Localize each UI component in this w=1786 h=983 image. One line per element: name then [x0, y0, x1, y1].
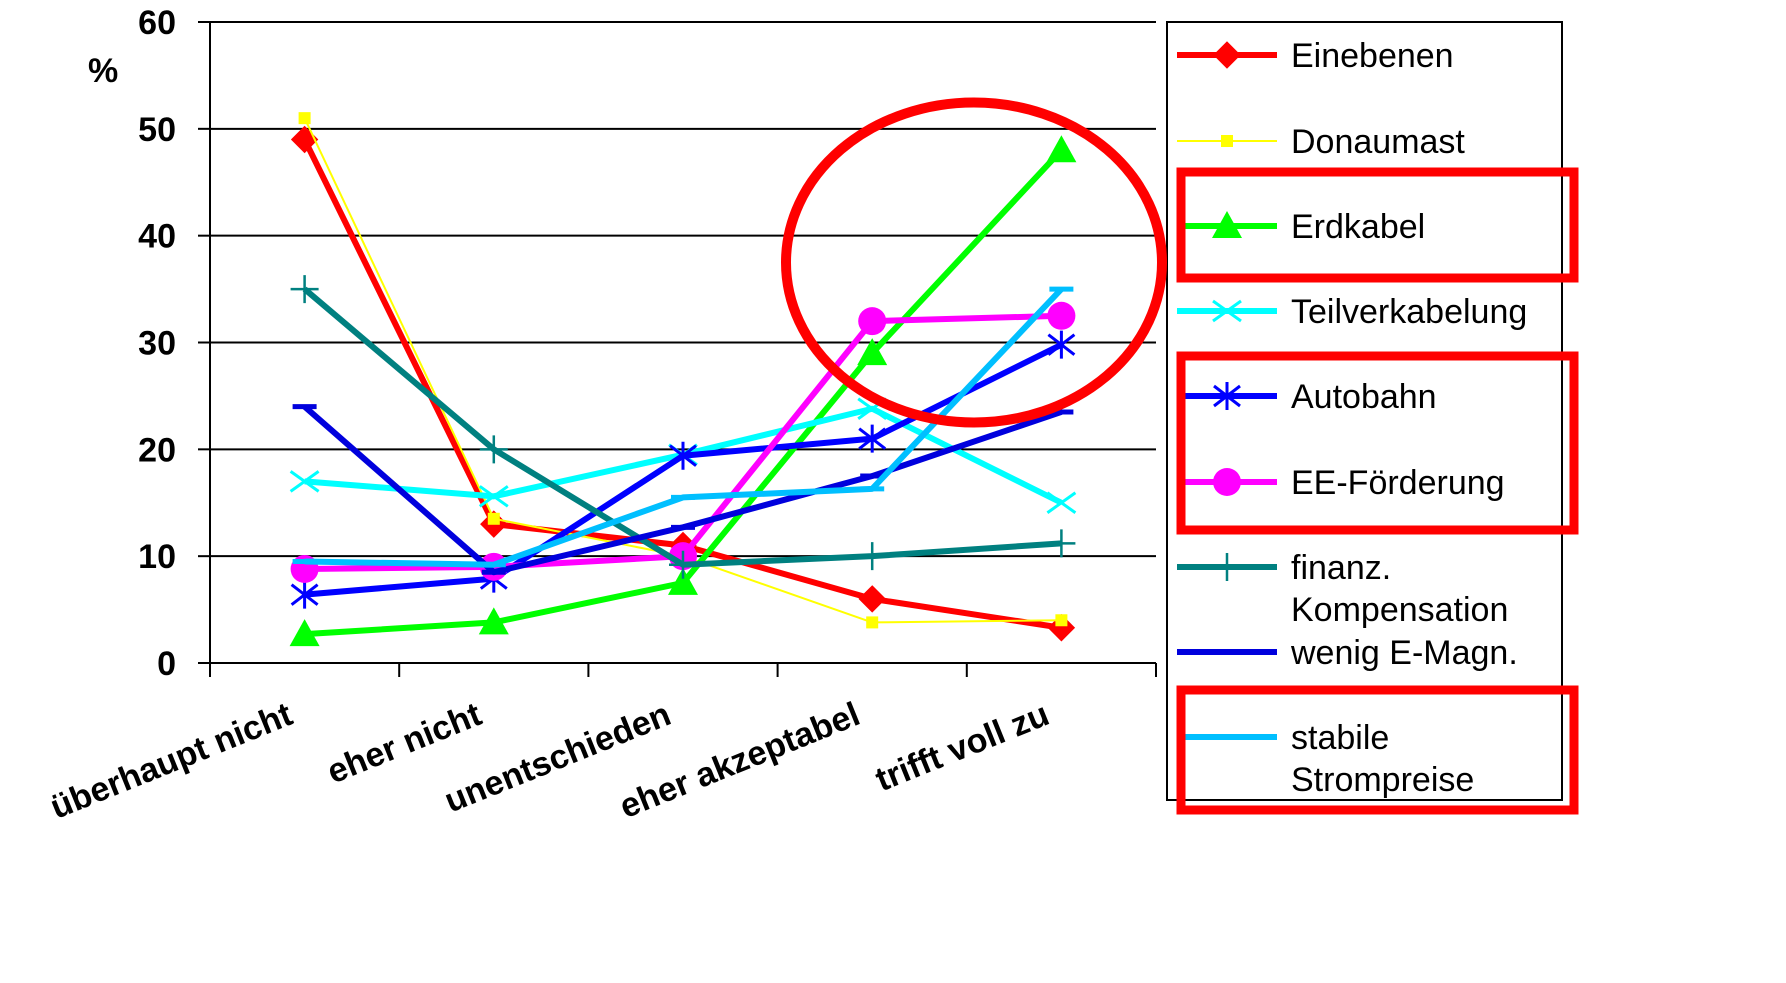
legend-label-wenig-e-magn: wenig E-Magn. [1290, 634, 1518, 672]
point-finanz-kompensation [479, 435, 508, 464]
y-tick-label: 0 [157, 645, 176, 683]
point-ee-f-rderung [1047, 301, 1076, 330]
highlight-circle [781, 97, 1167, 428]
legend: Einebenen Donaumast Erdkabel Teilverkabelun… [1166, 21, 1563, 801]
point-teilverkabelung [478, 485, 509, 508]
legend-label-line: EE-Förderung [1291, 464, 1505, 502]
point-finanz-kompensation [290, 275, 319, 304]
point-donaumast [1055, 614, 1068, 627]
y-axis-title: % [88, 52, 118, 90]
point-erdkabel [1046, 135, 1077, 163]
y-tick-label: 10 [138, 538, 176, 576]
legend-label-stabile-strompreise: stabile Strompreise [1291, 719, 1474, 799]
legend-marker-teilverkabelung [1212, 299, 1242, 323]
legend-label-line: Donaumast [1291, 123, 1465, 161]
y-tick-labels: 0 10 20 30 40 50 60 [138, 4, 176, 683]
point-finanz-kompensation [669, 550, 697, 579]
legend-label-line: Einebenen [1291, 37, 1454, 75]
point-erdkabel [289, 619, 320, 647]
legend-label-line: wenig E-Magn. [1290, 634, 1518, 672]
legend-label-line: Kompensation [1291, 591, 1508, 629]
series-group [289, 112, 1077, 647]
highlight-box-autobahn-ee-foerderung [1176, 351, 1579, 535]
point-erdkabel [478, 607, 509, 635]
y-tick-label: 60 [138, 4, 176, 42]
point-ee-f-rderung [858, 307, 887, 336]
legend-marker-erdkabel [1212, 211, 1242, 238]
axes [198, 21, 1157, 677]
legend-label-autobahn: Autobahn [1291, 378, 1437, 416]
point-teilverkabelung [289, 470, 320, 493]
point-erdkabel [857, 338, 888, 366]
point-donaumast [866, 616, 879, 629]
highlight-box-erdkabel [1176, 167, 1579, 283]
legend-label-erdkabel: Erdkabel [1291, 208, 1425, 246]
x-category-labels: überhaupt nicht eher nichtunentschiedeneh… [45, 695, 1054, 826]
legend-label-ee-f-rderung: EE-Förderung [1291, 464, 1505, 502]
series-line-finanz-kompensation [302, 286, 1062, 568]
legend-box [1166, 21, 1563, 801]
legend-label-line: stabile [1291, 719, 1389, 757]
x-category-label: überhaupt nicht [45, 695, 297, 826]
y-tick-label: 40 [138, 218, 176, 256]
legend-marker-ee-f-rderung [1213, 468, 1241, 496]
legend-label-line: finanz. [1291, 549, 1391, 587]
highlight-box-stabile-strompreise [1176, 685, 1579, 815]
legend-label-teilverkabelung: Teilverkabelung [1291, 293, 1527, 331]
point-teilverkabelung [1046, 491, 1077, 514]
y-tick-label: 20 [138, 431, 176, 469]
annotations [781, 97, 1579, 815]
point-finanz-kompensation [858, 542, 887, 571]
y-tick-label: 30 [138, 325, 176, 363]
legend-marker-finanz-kompensation [1213, 553, 1241, 581]
series-line-stabile-strompreise [304, 287, 1064, 568]
legend-label-donaumast: Donaumast [1291, 123, 1465, 161]
y-tick-label: 50 [138, 111, 176, 149]
point-donaumast [298, 112, 311, 125]
point-autobahn [1047, 330, 1076, 359]
legend-marker-einebenen [1213, 41, 1241, 69]
point-erdkabel [668, 567, 698, 595]
legend-label-line: Autobahn [1291, 378, 1437, 416]
point-autobahn [290, 580, 319, 609]
legend-label-finanz-kompensation: finanz. Kompensation [1291, 549, 1508, 629]
legend-label-line: Erdkabel [1291, 208, 1425, 246]
x-category-label: trifft voll zu [870, 695, 1054, 799]
legend-marker-autobahn [1213, 382, 1241, 410]
legend-marker-donaumast [1221, 135, 1233, 147]
point-einebenen [858, 585, 886, 613]
legend-label-line: Teilverkabelung [1291, 293, 1527, 331]
point-finanz-kompensation [1047, 529, 1076, 558]
point-autobahn [669, 441, 697, 470]
legend-label-einebenen: Einebenen [1291, 37, 1454, 75]
legend-label-line: Strompreise [1291, 761, 1474, 799]
point-autobahn [858, 424, 887, 453]
point-donaumast [487, 512, 500, 525]
